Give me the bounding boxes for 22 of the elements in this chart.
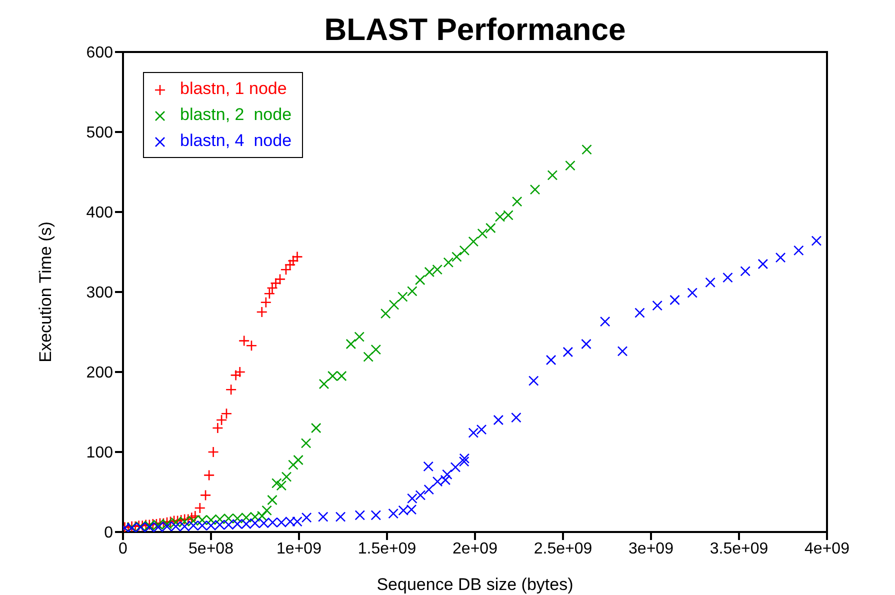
y-tick-label: 300 bbox=[86, 284, 114, 302]
x-tick-label: 2.5e+09 bbox=[534, 540, 592, 558]
x-tick-label: 3.5e+09 bbox=[710, 540, 768, 558]
x-tick-label: 3e+09 bbox=[628, 540, 674, 558]
legend-label: blastn, 2 node bbox=[179, 104, 292, 126]
x-tick-label: 0 bbox=[118, 540, 128, 558]
y-tick-label: 100 bbox=[86, 444, 114, 462]
y-tick-label: 200 bbox=[86, 364, 114, 382]
chart-title: BLAST Performance bbox=[323, 12, 627, 48]
y-tick-label: 600 bbox=[86, 44, 114, 62]
x-tick-label: 1.5e+09 bbox=[358, 540, 416, 558]
x-tick-label: 1e+09 bbox=[276, 540, 322, 558]
y-tick-label: 500 bbox=[86, 124, 114, 142]
x-tick-label: 5e+08 bbox=[188, 540, 234, 558]
x-tick-label: 4e+09 bbox=[804, 540, 850, 558]
y-tick-label: 400 bbox=[86, 204, 114, 222]
y-axis-title: Execution Time (s) bbox=[36, 222, 56, 362]
y-tick-label: 0 bbox=[104, 524, 114, 542]
x-tick-label: 2e+09 bbox=[452, 540, 498, 558]
legend-label: blastn, 4 node bbox=[179, 130, 292, 152]
legend-label: blastn, 1 node bbox=[179, 78, 288, 100]
x-axis-title: Sequence DB size (bytes) bbox=[376, 575, 574, 594]
